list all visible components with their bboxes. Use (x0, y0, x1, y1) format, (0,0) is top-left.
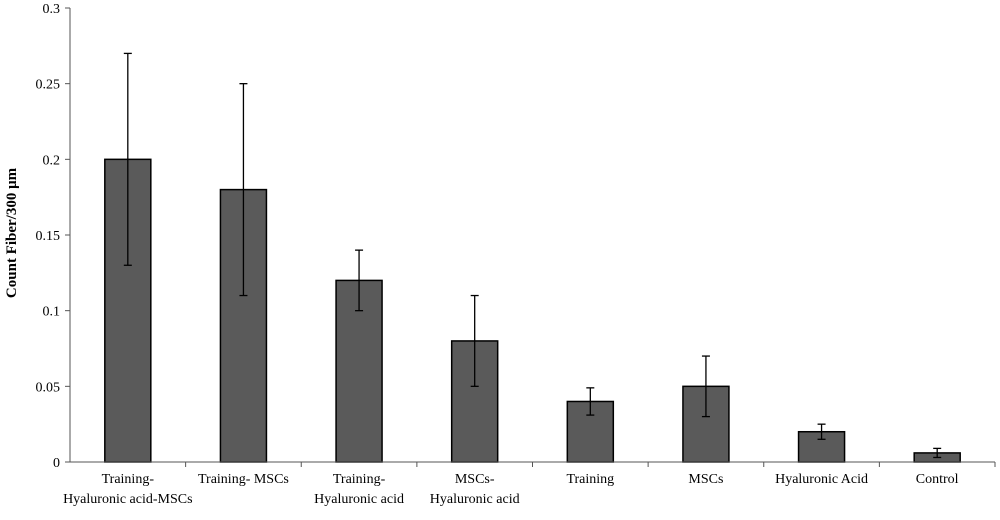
x-tick-label: Control (916, 472, 959, 487)
y-axis-ticks: 0 0.05 0.1 0.15 0.2 0.25 0.3 (36, 2, 70, 471)
bar-series (104, 158, 961, 463)
bar (797, 430, 846, 463)
x-axis-tick-labels: Training- Hyaluronic acid-MSCs Training- M… (63, 462, 996, 507)
x-tick-label: Training (566, 472, 614, 487)
x-tick-label: Hyaluronic Acid (775, 472, 868, 487)
x-tick-label: MSCs (688, 472, 723, 487)
x-tick-label: MSCs- (455, 472, 495, 487)
y-tick-label: 0.15 (36, 229, 61, 244)
y-tick-label: 0.25 (36, 78, 61, 93)
y-tick-label: 0.2 (43, 153, 61, 168)
y-tick-label: 0 (53, 456, 60, 471)
x-tick-label: Hyaluronic acid-MSCs (63, 492, 192, 507)
y-axis-title: Count Fiber/300 μm (4, 167, 20, 298)
y-tick-label: 0.3 (43, 2, 61, 17)
x-tick-label: Training- (102, 472, 155, 487)
y-tick-label: 0.05 (36, 380, 61, 395)
x-tick-label: Hyaluronic acid (430, 492, 520, 507)
y-tick-label: 0.1 (43, 305, 61, 320)
x-tick-label: Training- MSCs (198, 472, 289, 487)
x-tick-label: Training- (333, 472, 386, 487)
x-tick-label: Hyaluronic acid (314, 492, 404, 507)
error-bars (123, 52, 942, 459)
